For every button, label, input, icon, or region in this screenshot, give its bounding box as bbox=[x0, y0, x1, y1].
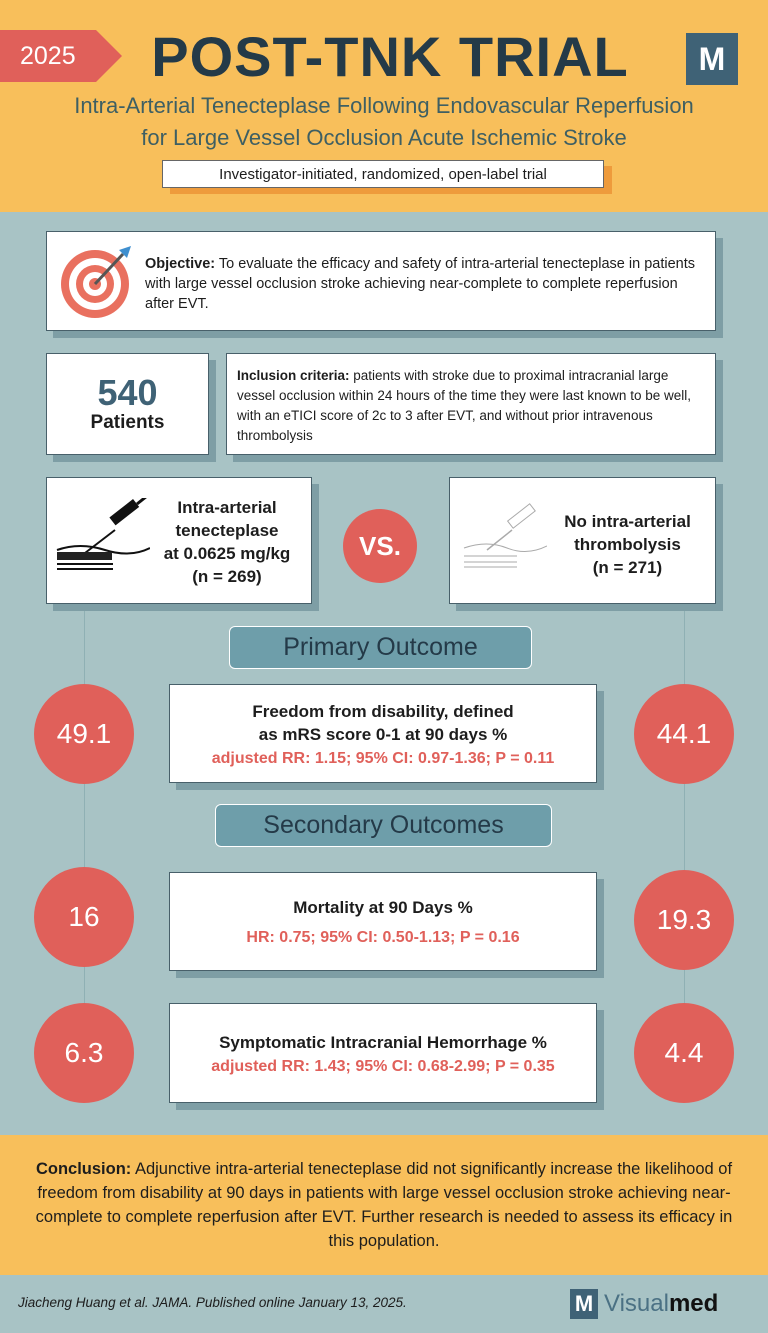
arm-right-line1: No intra-arterial bbox=[564, 512, 691, 531]
arm-left-n: (n = 269) bbox=[192, 567, 262, 586]
subtitle-line2: for Large Vessel Occlusion Acute Ischemi… bbox=[141, 125, 627, 150]
brand-name: Visualmed bbox=[604, 1289, 718, 1319]
target-icon bbox=[61, 246, 131, 318]
arm-right-line2: thrombolysis bbox=[574, 535, 681, 554]
patient-label: Patients bbox=[90, 412, 165, 433]
arm-left-line2: tenecteplase bbox=[175, 521, 279, 540]
patients-box: 540 Patients bbox=[46, 353, 209, 455]
sich-box: Symptomatic Intracranial Hemorrhage % ad… bbox=[169, 1003, 597, 1103]
patient-count: 540 bbox=[97, 372, 158, 413]
inclusion-text: patients with stroke due to proximal int… bbox=[237, 368, 691, 443]
primary-title-line1: Freedom from disability, defined bbox=[252, 701, 514, 721]
arm-left-line1: Intra-arterial bbox=[177, 498, 277, 517]
primary-right-value: 44.1 bbox=[634, 684, 734, 784]
primary-outcome-box: Freedom from disability, defined as mRS … bbox=[169, 684, 597, 783]
sich-stat: adjusted RR: 1.43; 95% CI: 0.68-2.99; P … bbox=[211, 1057, 555, 1075]
syringe-icon bbox=[56, 498, 150, 570]
primary-left-value: 49.1 bbox=[34, 684, 134, 784]
primary-title-line2: as mRS score 0-1 at 90 days % bbox=[258, 724, 508, 744]
visualmed-logo-icon: M bbox=[570, 1289, 598, 1319]
page-title: POST-TNK TRIAL bbox=[151, 25, 629, 88]
mortality-box: Mortality at 90 Days % HR: 0.75; 95% CI:… bbox=[169, 872, 597, 971]
conclusion-label: Conclusion: bbox=[35, 1160, 132, 1178]
objective-label: Objective: bbox=[145, 256, 216, 272]
sich-title: Symptomatic Intracranial Hemorrhage % bbox=[219, 1032, 547, 1052]
inclusion-label: Inclusion criteria: bbox=[237, 368, 350, 383]
objective-box: Objective: To evaluate the efficacy and … bbox=[46, 231, 716, 331]
objective-text: To evaluate the efficacy and safety of i… bbox=[145, 256, 695, 312]
syringe-outline-icon bbox=[463, 503, 547, 568]
arm-right-n: (n = 271) bbox=[592, 558, 663, 577]
connector-line-right bbox=[684, 604, 685, 1064]
primary-outcome-heading: Primary Outcome bbox=[229, 626, 532, 669]
mortality-title: Mortality at 90 Days % bbox=[293, 898, 473, 917]
conclusion: Conclusion: Adjunctive intra-arterial te… bbox=[0, 1135, 768, 1275]
inclusion-box: Inclusion criteria: patients with stroke… bbox=[226, 353, 716, 455]
sich-right-value: 4.4 bbox=[634, 1003, 734, 1103]
arm-left-line3: at 0.0625 mg/kg bbox=[163, 544, 291, 563]
primary-stat: adjusted RR: 1.15; 95% CI: 0.97-1.36; P … bbox=[211, 749, 555, 767]
vs-badge: VS. bbox=[343, 509, 417, 583]
year-tag: 2025 bbox=[0, 30, 122, 82]
brand-bold: med bbox=[668, 1290, 719, 1317]
trial-design: Investigator-initiated, randomized, open… bbox=[162, 160, 604, 188]
mortality-right-value: 19.3 bbox=[634, 870, 734, 970]
secondary-outcomes-heading: Secondary Outcomes bbox=[215, 804, 552, 847]
mortality-stat: HR: 0.75; 95% CI: 0.50-1.13; P = 0.16 bbox=[246, 929, 520, 946]
footer: Jiacheng Huang et al. JAMA. Published on… bbox=[0, 1275, 768, 1333]
visualmed-logo-icon: M bbox=[686, 33, 738, 85]
brand-light: Visual bbox=[604, 1290, 669, 1317]
sich-left-value: 6.3 bbox=[34, 1003, 134, 1103]
subtitle-line1: Intra-Arterial Tenecteplase Following En… bbox=[74, 93, 694, 118]
citation: Jiacheng Huang et al. JAMA. Published on… bbox=[18, 1295, 407, 1310]
connector-line-left bbox=[84, 604, 85, 1064]
conclusion-text: Adjunctive intra-arterial tenecteplase d… bbox=[35, 1160, 733, 1250]
control-arm-box: No intra-arterial thrombolysis (n = 271) bbox=[449, 477, 716, 604]
mortality-left-value: 16 bbox=[34, 867, 134, 967]
intervention-arm-box: Intra-arterial tenecteplase at 0.0625 mg… bbox=[46, 477, 312, 604]
